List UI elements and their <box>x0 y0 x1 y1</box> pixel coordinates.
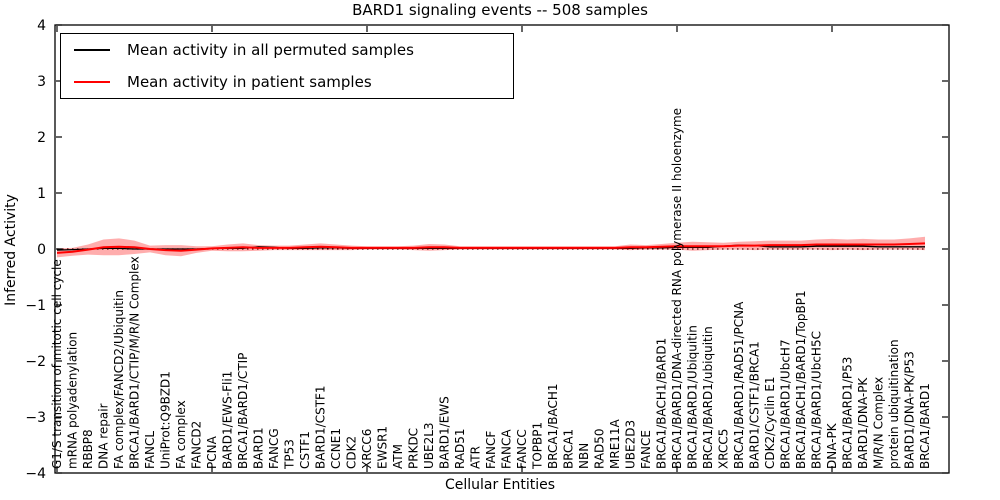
x-category-label: FANCA <box>500 429 514 469</box>
x-category-label: XRCC6 <box>360 429 374 469</box>
legend-label-patient: Mean activity in patient samples <box>127 73 372 91</box>
x-category-label: FA complex <box>174 400 188 469</box>
x-category-label: BRCA1/BARD1/ubiquitin <box>701 326 715 469</box>
y-tick-label: 3 <box>37 74 46 90</box>
x-category-label: FANCG <box>267 428 281 469</box>
plot-frame <box>54 24 950 474</box>
x-category-label: RBBP8 <box>81 429 95 469</box>
x-category-label: BARD1 <box>252 427 266 469</box>
y-tick-label: 4 <box>37 18 46 34</box>
x-category-label: BRCA1/BACH1/BARD1 <box>655 338 669 469</box>
x-category-label: ATM <box>391 444 405 469</box>
y-tick-label: −3 <box>25 410 46 426</box>
x-category-label: CSTF1 <box>298 431 312 469</box>
x-category-label: BARD1/EWS <box>438 396 452 469</box>
x-category-label: EWSR1 <box>376 426 390 469</box>
x-category-label: BARD1/DNA-PK/P53 <box>903 351 917 469</box>
x-category-label: BRCA1/BARD1/CTIP <box>236 353 250 469</box>
x-category-label: M/R/N Complex <box>872 377 886 469</box>
x-category-label: FA complex/FANCD2/Ubiquitin <box>112 290 126 469</box>
x-category-label: BRCA1 <box>562 429 576 469</box>
x-category-label: BRCA1/BARD1/DNA-directed RNA polymerase … <box>670 108 684 469</box>
x-category-label: RAD51 <box>453 428 467 469</box>
x-category-label: UBE2L3 <box>422 422 436 469</box>
x-category-label: BRCA1/BARD1/UbcH5C <box>810 331 824 469</box>
x-category-label: FANCF <box>484 431 498 469</box>
x-category-label: G1/S transition of mitotic cell cycle <box>50 259 64 469</box>
x-category-label: DNA repair <box>97 403 111 469</box>
series-line-patient <box>56 242 926 254</box>
legend: Mean activity in all permuted samples Me… <box>60 33 514 99</box>
x-category-label: TOPBP1 <box>531 422 545 470</box>
x-category-label: UniProt:Q9BZD1 <box>159 371 173 469</box>
x-category-label: CCNE1 <box>329 428 343 469</box>
x-category-label: FANCD2 <box>190 421 204 469</box>
x-category-label: RAD50 <box>593 428 607 469</box>
x-category-label: MRE11A <box>608 418 622 469</box>
x-axis-title: Cellular Entities <box>444 477 556 493</box>
x-category-label: BARD1/DNA-PK <box>856 377 870 469</box>
x-category-label: BRCA1/BARD1/Ubiquitin <box>686 325 700 469</box>
x-category-label: CDK2/Cyclin E1 <box>763 376 777 469</box>
x-category-label: BRCA1/BARD1/CTIP/M/R/N Complex <box>128 256 142 469</box>
x-category-label: mRNA polyadenylation <box>66 332 80 469</box>
x-category-label: FANCE <box>639 430 653 469</box>
x-category-label: NBN <box>577 443 591 469</box>
x-category-label: BARD1/EWS-Fli1 <box>221 371 235 469</box>
x-category-label: BRCA1/BARD1/P53 <box>841 357 855 469</box>
x-category-label: DNA-PK <box>825 422 839 469</box>
chart-title: BARD1 signaling events -- 508 samples <box>352 1 648 19</box>
x-category-label: BRCA1/BACH1 <box>546 383 560 469</box>
x-category-label: BARD1/CSTF1 <box>314 385 328 469</box>
x-category-label: protein ubiquitination <box>887 339 901 469</box>
x-category-label: ATR <box>469 446 483 469</box>
legend-item-patient: Mean activity in patient samples <box>61 73 513 91</box>
x-category-label: FANCC <box>515 429 529 469</box>
x-category-label: BRCA1/BARD1 <box>918 383 932 469</box>
y-tick-label: 0 <box>37 242 46 258</box>
y-tick-label: 2 <box>37 130 46 146</box>
x-category-label: BRCA1/BARD1/RAD51/PCNA <box>732 301 746 469</box>
x-category-label: UBE2D3 <box>624 420 638 469</box>
x-category-label: XRCC5 <box>717 429 731 469</box>
x-category-label: BARD1/CSTF1/BRCA1 <box>748 341 762 469</box>
x-category-label: FANCL <box>143 431 157 469</box>
y-tick-label: −2 <box>25 354 46 370</box>
x-category-label: BRCA1/BARD1/UbcH7 <box>779 339 793 469</box>
y-tick-label: −4 <box>25 466 46 482</box>
x-category-label: PCNA <box>205 435 219 469</box>
y-tick-label: 1 <box>37 186 46 202</box>
x-category-label: PRKDC <box>407 428 421 469</box>
y-tick-label: −1 <box>25 298 46 314</box>
x-category-label: TP53 <box>283 439 297 470</box>
x-category-label: BRCA1/BACH1/BARD1/TopBP1 <box>794 290 808 469</box>
legend-line-permuted-icon <box>74 49 110 51</box>
legend-item-permuted: Mean activity in all permuted samples <box>61 41 513 59</box>
legend-line-patient-icon <box>74 81 110 83</box>
legend-label-permuted: Mean activity in all permuted samples <box>127 41 414 59</box>
x-category-label: CDK2 <box>345 436 359 469</box>
